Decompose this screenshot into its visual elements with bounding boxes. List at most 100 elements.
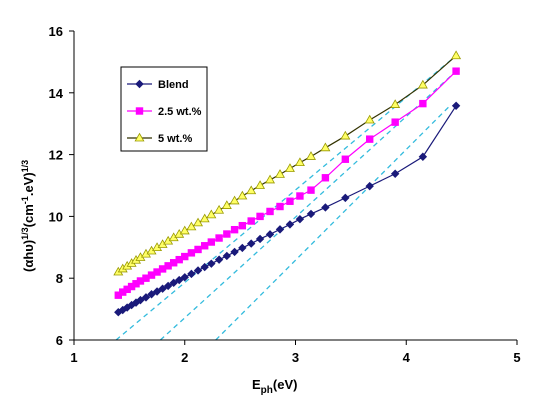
data-point — [214, 255, 224, 264]
data-point — [136, 295, 145, 305]
data-point — [135, 79, 144, 89]
data-point — [200, 242, 209, 250]
data-point — [238, 221, 247, 230]
data-point — [207, 238, 216, 246]
data-point — [141, 293, 151, 302]
data-point — [222, 251, 232, 261]
data-point — [221, 200, 232, 209]
data-point — [284, 163, 295, 172]
data-point — [295, 214, 305, 224]
data-point — [193, 266, 203, 275]
series-5-wt- — [113, 50, 462, 276]
fit-lines — [115, 55, 457, 341]
legend-entry: 5 wt.% — [127, 132, 192, 145]
data-point — [307, 186, 315, 194]
data-point — [390, 99, 401, 108]
data-point — [296, 192, 304, 200]
legend-label: Blend — [158, 79, 189, 91]
data-point — [320, 142, 331, 152]
data-point — [158, 284, 167, 293]
y-tick-label: 12 — [49, 148, 63, 163]
y-tick-label: 8 — [56, 271, 63, 286]
data-point — [365, 181, 374, 191]
data-point — [286, 197, 294, 205]
data-point — [390, 169, 400, 178]
x-tick-label: 1 — [70, 350, 77, 365]
data-point — [452, 67, 460, 75]
series-2-5-wt- — [114, 67, 460, 299]
data-point — [451, 50, 462, 60]
data-point — [275, 225, 285, 234]
data-point — [306, 209, 316, 219]
data-point — [364, 114, 375, 124]
y-tick-label: 16 — [49, 24, 63, 39]
data-point — [147, 290, 156, 299]
data-point — [229, 195, 240, 205]
data-point — [180, 273, 189, 282]
legend-label: 5 wt.% — [158, 133, 192, 145]
data-point — [200, 262, 209, 272]
data-point — [255, 180, 266, 189]
data-point — [230, 225, 239, 234]
data-point — [230, 247, 239, 257]
legend: Blend 2.5 wt.% 5 wt.% — [120, 66, 208, 152]
series-blend — [114, 101, 461, 317]
y-tick-label: 6 — [56, 333, 63, 348]
data-point — [418, 152, 428, 161]
data-point — [223, 230, 231, 238]
y-axis-label: (αhυ)1/3(cm-1.eV)1/3 — [20, 160, 36, 272]
data-point — [294, 157, 305, 167]
data-point — [276, 202, 284, 211]
axis-ticks — [69, 30, 518, 345]
data-point — [255, 234, 265, 244]
data-point — [187, 269, 196, 279]
y-tick-label: 10 — [49, 209, 63, 224]
y-tick-label: 14 — [49, 86, 64, 101]
data-point — [340, 130, 351, 140]
data-point — [321, 174, 330, 182]
x-tick-label: 4 — [403, 350, 411, 365]
data-point — [275, 169, 285, 178]
data-point — [321, 203, 330, 212]
data-point — [246, 185, 257, 195]
data-point — [175, 275, 184, 285]
data-point — [246, 239, 256, 248]
x-tick-label: 5 — [513, 350, 520, 365]
data-point — [206, 209, 217, 219]
data-point — [265, 230, 275, 239]
data-point — [265, 174, 276, 184]
data-point — [266, 207, 274, 216]
data-point — [169, 278, 178, 288]
data-point — [134, 132, 145, 142]
legend-label: 2.5 wt.% — [158, 106, 202, 118]
data-point — [419, 99, 427, 108]
data-point — [341, 155, 350, 163]
legend-box — [120, 66, 208, 152]
x-tick-label: 3 — [292, 350, 299, 365]
data-point — [247, 217, 255, 225]
data-point — [237, 190, 248, 200]
data-point — [366, 135, 374, 143]
data-point — [207, 259, 216, 268]
data-point — [306, 151, 316, 160]
data-point — [194, 245, 202, 254]
data-point — [238, 243, 247, 253]
data-series — [113, 50, 462, 317]
data-point — [341, 193, 350, 203]
x-axis-label: Eph(eV) — [252, 377, 297, 396]
data-point — [135, 107, 144, 115]
data-point — [163, 281, 173, 291]
data-point — [214, 204, 225, 214]
data-point — [256, 212, 264, 221]
legend-entry: Blend — [127, 79, 189, 91]
data-point — [152, 287, 162, 296]
data-point — [285, 220, 295, 229]
data-point — [187, 249, 196, 257]
fit-line — [159, 70, 457, 341]
x-tick-label: 2 — [181, 350, 188, 365]
fit-line — [215, 104, 452, 341]
data-point — [417, 79, 428, 89]
data-point — [391, 118, 399, 126]
